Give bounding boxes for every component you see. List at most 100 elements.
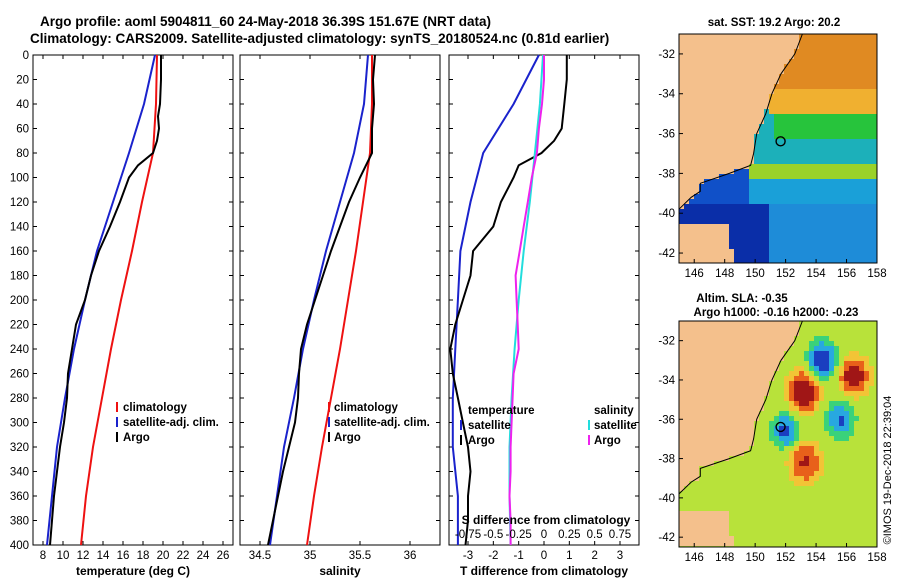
sla-map-cell (759, 356, 764, 361)
sst-map-cell (704, 69, 709, 74)
sst-map-cell (689, 244, 694, 249)
sst-map-cell (759, 169, 764, 174)
sst-map-cell (719, 104, 724, 109)
sla-map-cell (689, 481, 694, 486)
sla-map-cell (734, 491, 739, 496)
sst-map-cell (734, 234, 739, 239)
sla-map-cell (724, 386, 729, 391)
sla-map-cell (779, 351, 784, 356)
sst-map-cell (689, 194, 694, 199)
sla-map-cell (839, 476, 844, 481)
sla-map-cell (779, 396, 784, 401)
sst-map-cell (679, 194, 684, 199)
sst-map-cell (684, 109, 689, 114)
sst-map-cell (824, 89, 829, 94)
sst-map-cell (794, 44, 799, 49)
sst-map-cell (799, 54, 804, 59)
sst-map-cell (734, 244, 739, 249)
sst-map-cell (744, 209, 749, 214)
sst-map-cell (839, 254, 844, 259)
sla-map-cell (694, 371, 699, 376)
sla-map-cell (779, 526, 784, 531)
sst-map-cell (789, 89, 794, 94)
sla-map-cell (819, 416, 824, 421)
sst-map-cell (769, 254, 774, 259)
sst-map-cell (729, 244, 734, 249)
sla-map-cell (849, 466, 854, 471)
sla-map-cell (689, 456, 694, 461)
sla-map-cell (754, 351, 759, 356)
sla-map-cell (729, 396, 734, 401)
sla-map-cell (689, 386, 694, 391)
sla-map-cell (839, 436, 844, 441)
sst-map-cell (854, 214, 859, 219)
sst-map-cell (739, 259, 744, 263)
sst-map-cell (729, 104, 734, 109)
sst-map-cell (689, 234, 694, 239)
sla-map-cell (794, 346, 799, 351)
sst-map-cell (704, 39, 709, 44)
sst-map-cell (744, 119, 749, 124)
sst-map-cell (794, 189, 799, 194)
sla-map-cell (844, 436, 849, 441)
sla-map-cell (844, 516, 849, 521)
sla-map-cell (734, 466, 739, 471)
sst-map-cell (804, 189, 809, 194)
sst-map-cell (834, 94, 839, 99)
sla-map-cell (729, 496, 734, 501)
sst-map-cell (729, 179, 734, 184)
sla-map-cell (684, 346, 689, 351)
sla-map-cell (719, 336, 724, 341)
sla-map-cell (684, 386, 689, 391)
sst-map-cell (859, 39, 864, 44)
sla-map-cell (784, 411, 789, 416)
sst-map-cell (814, 229, 819, 234)
sst-map-cell (859, 214, 864, 219)
sla-map-cell (709, 426, 714, 431)
sst-map-argo-marker (775, 136, 786, 147)
sst-map-cell (759, 139, 764, 144)
sla-map-cell (864, 341, 869, 346)
sla-map-cell (769, 411, 774, 416)
sal-legend-label: Argo (334, 432, 361, 444)
sla-map-cell (734, 326, 739, 331)
sst-map-cell (824, 104, 829, 109)
sst-map-cell (869, 179, 874, 184)
sla-map-cell (719, 536, 724, 541)
sla-map-cell (729, 356, 734, 361)
sla-map-cell (769, 526, 774, 531)
sst-map-cell (829, 259, 834, 263)
sla-map-cell (804, 496, 809, 501)
sst-map-cell (874, 179, 877, 184)
sst-map-cell (724, 164, 729, 169)
sla-map-cell (734, 541, 739, 546)
sst-map-cell (724, 104, 729, 109)
sst-map-cell (804, 59, 809, 64)
sst-map-cell (834, 59, 839, 64)
sst-map-cell (779, 244, 784, 249)
sst-map-cell (849, 174, 854, 179)
sla-map-cell (704, 541, 709, 546)
sla-map-cell (709, 471, 714, 476)
sst-map-cell (874, 84, 877, 89)
sla-map-cell (734, 506, 739, 511)
depth-tick-label: 120 (10, 197, 29, 209)
sst-map-cell (749, 179, 754, 184)
sst-map-cell (779, 64, 784, 69)
sst-map-cell (784, 194, 789, 199)
sst-map-cell (859, 44, 864, 49)
sla-map-cell (749, 496, 754, 501)
sst-map-cell (789, 109, 794, 114)
sla-map-cell (849, 486, 854, 491)
sst-map-cell (729, 234, 734, 239)
sla-map-cell (749, 331, 754, 336)
sla-map-cell (814, 491, 819, 496)
sst-map-cell (754, 109, 759, 114)
sst-map-cell (839, 89, 844, 94)
sst-map-cell (854, 64, 859, 69)
sla-map-cell (729, 321, 734, 326)
sst-map-cell (739, 224, 744, 229)
sst-map-cell (714, 239, 719, 244)
sst-map-cell (739, 49, 744, 54)
sla-map-cell (829, 541, 834, 546)
